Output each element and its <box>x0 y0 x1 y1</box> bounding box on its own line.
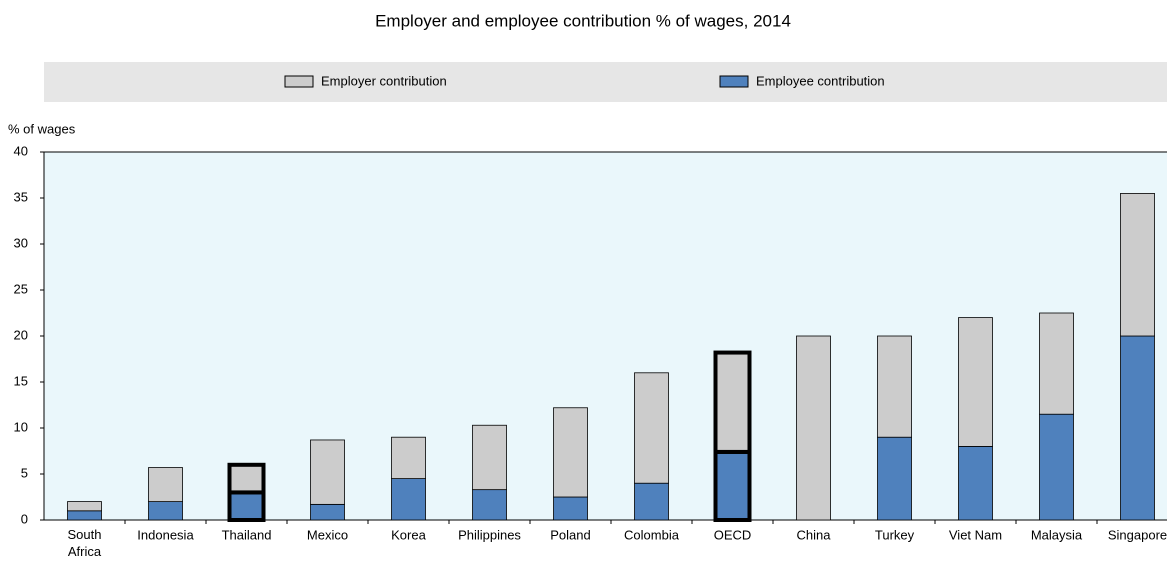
bar-segment <box>67 510 102 521</box>
x-tick-label: Mexico <box>307 527 348 542</box>
y-axis-label: % of wages <box>8 121 76 136</box>
chart-title: Employer and employee contribution % of … <box>375 11 791 30</box>
x-tick-label: OECD <box>714 527 752 542</box>
bar-segment <box>634 372 669 484</box>
plot-area <box>43 151 1167 521</box>
bar-segment <box>148 467 183 502</box>
x-tick-label: Philippines <box>458 527 521 542</box>
x-tick-label: Turkey <box>875 527 915 542</box>
y-tick-label: 0 <box>21 511 28 526</box>
bar-segment <box>1039 413 1074 521</box>
x-tick-label: Indonesia <box>137 527 194 542</box>
legend-swatch <box>284 75 314 88</box>
y-tick-label: 15 <box>14 373 28 388</box>
bar-segment <box>713 350 752 454</box>
bar-segment <box>472 424 507 491</box>
bar-segment <box>472 489 507 521</box>
y-tick-label: 30 <box>14 235 28 250</box>
x-tick-label: Singapore <box>1108 527 1167 542</box>
bar-segment <box>1120 335 1155 521</box>
bar-segment <box>796 335 831 521</box>
bar-segment <box>310 439 345 505</box>
x-tick-label: South Africa <box>68 527 102 559</box>
bar-segment <box>958 445 993 521</box>
bar-segment <box>634 482 669 521</box>
bar-segment <box>227 462 266 495</box>
x-tick-label: Malaysia <box>1031 527 1083 542</box>
bar-segment <box>877 335 912 438</box>
y-tick-label: 10 <box>14 419 28 434</box>
bar-segment <box>148 501 183 521</box>
legend-swatch <box>719 75 749 88</box>
x-tick-label: Korea <box>391 527 426 542</box>
legend-label: Employer contribution <box>321 73 447 88</box>
x-tick-label: Thailand <box>222 527 272 542</box>
x-tick-label: Colombia <box>624 527 680 542</box>
bar-segment <box>310 503 345 521</box>
x-tick-label: Poland <box>550 527 590 542</box>
bar-segment <box>877 436 912 521</box>
legend-band <box>44 62 1167 102</box>
y-tick-label: 40 <box>14 143 28 158</box>
y-tick-label: 35 <box>14 189 28 204</box>
bar-segment <box>391 478 426 521</box>
bar-segment <box>553 407 588 498</box>
bar-segment <box>391 436 426 480</box>
bar-segment <box>227 490 266 522</box>
y-tick-label: 20 <box>14 327 28 342</box>
y-tick-label: 25 <box>14 281 28 296</box>
x-tick-label: China <box>797 527 832 542</box>
bar-segment <box>1039 312 1074 415</box>
y-tick-label: 5 <box>21 465 28 480</box>
bar-segment <box>713 449 752 523</box>
x-tick-label: Viet Nam <box>949 527 1002 542</box>
bar-segment <box>67 501 102 512</box>
bar-segment <box>1120 192 1155 337</box>
legend-label: Employee contribution <box>756 73 885 88</box>
bar-segment <box>553 496 588 521</box>
bar-segment <box>958 317 993 447</box>
